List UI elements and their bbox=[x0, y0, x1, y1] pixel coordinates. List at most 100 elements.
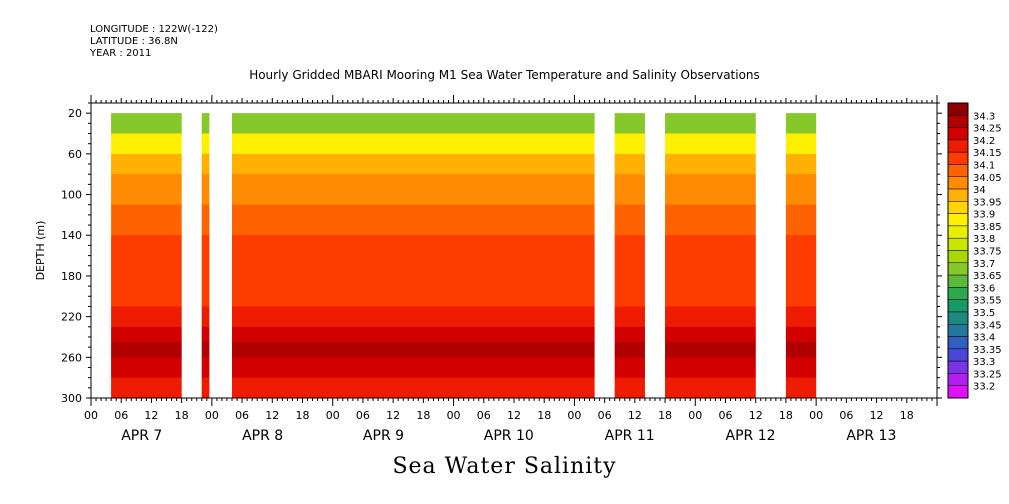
x-tick-label: 12 bbox=[628, 409, 642, 422]
colorbar-label: 33.3 bbox=[973, 357, 995, 368]
salinity-band bbox=[614, 113, 645, 134]
salinity-band bbox=[614, 174, 645, 205]
salinity-band bbox=[614, 204, 645, 236]
colorbar-swatch bbox=[947, 299, 969, 313]
colorbar-swatch bbox=[947, 176, 969, 190]
colorbar-label: 33.25 bbox=[973, 369, 1002, 380]
day-label: APR 11 bbox=[605, 428, 655, 444]
colorbar-swatch bbox=[947, 360, 969, 374]
salinity-band bbox=[785, 204, 817, 236]
salinity-band bbox=[614, 133, 645, 154]
colorbar-label: 34.2 bbox=[973, 136, 995, 147]
salinity-band bbox=[232, 153, 595, 175]
x-tick-label: 18 bbox=[779, 409, 793, 422]
salinity-band bbox=[201, 357, 210, 378]
chart-title: Hourly Gridded MBARI Mooring M1 Sea Wate… bbox=[249, 68, 760, 82]
salinity-band bbox=[614, 153, 645, 175]
x-tick-label: 00 bbox=[447, 409, 461, 422]
salinity-band bbox=[232, 377, 595, 398]
x-tick-label: 06 bbox=[356, 409, 370, 422]
colorbar-label: 34.25 bbox=[973, 124, 1002, 135]
salinity-band bbox=[232, 326, 595, 343]
salinity-band bbox=[111, 326, 182, 343]
colorbar-label: 33.4 bbox=[973, 333, 995, 344]
colorbar-label: 33.85 bbox=[973, 222, 1002, 233]
year-label: YEAR : 2011 bbox=[90, 48, 152, 59]
x-tick-label: 00 bbox=[567, 409, 581, 422]
salinity-band bbox=[201, 306, 210, 327]
colorbar-label: 33.95 bbox=[973, 197, 1002, 208]
x-tick-label: 18 bbox=[175, 409, 189, 422]
salinity-band bbox=[785, 326, 817, 343]
salinity-band bbox=[785, 357, 817, 378]
day-label: APR 10 bbox=[484, 428, 534, 444]
salinity-band bbox=[201, 133, 210, 154]
colorbar-label: 34.05 bbox=[973, 173, 1002, 184]
x-tick-label: 06 bbox=[235, 409, 249, 422]
salinity-band bbox=[614, 357, 645, 378]
colorbar-label: 34.3 bbox=[973, 111, 995, 122]
x-tick-label: 00 bbox=[688, 409, 702, 422]
salinity-band bbox=[665, 326, 756, 343]
salinity-band bbox=[111, 153, 182, 175]
colorbar-swatch bbox=[947, 115, 969, 128]
salinity-band bbox=[665, 113, 756, 134]
colorbar-swatch bbox=[947, 188, 969, 202]
x-tick-label: 06 bbox=[839, 409, 853, 422]
x-tick-label: 12 bbox=[144, 409, 158, 422]
y-tick-label: 140 bbox=[61, 229, 82, 242]
colorbar-label: 34.15 bbox=[973, 148, 1002, 159]
salinity-band bbox=[614, 306, 645, 327]
day-label: APR 12 bbox=[726, 428, 776, 444]
colorbar-label: 33.75 bbox=[973, 247, 1002, 258]
salinity-band bbox=[111, 306, 182, 327]
colorbar-label: 33.8 bbox=[973, 234, 995, 245]
salinity-band bbox=[665, 357, 756, 378]
salinity-band bbox=[111, 174, 182, 205]
x-tick-label: 12 bbox=[507, 409, 521, 422]
x-tick-label: 18 bbox=[296, 409, 310, 422]
salinity-band bbox=[201, 153, 210, 175]
x-tick-label: 06 bbox=[719, 409, 733, 422]
x-tick-label: 18 bbox=[537, 409, 551, 422]
salinity-band bbox=[201, 342, 210, 358]
salinity-band bbox=[665, 204, 756, 236]
colorbar-label: 33.9 bbox=[973, 210, 995, 221]
colorbar-swatch bbox=[947, 102, 969, 116]
colorbar-swatch bbox=[947, 324, 969, 337]
salinity-band bbox=[111, 235, 182, 307]
colorbar-label: 33.5 bbox=[973, 308, 995, 319]
colorbar-swatch bbox=[947, 127, 969, 141]
y-tick-label: 220 bbox=[61, 311, 82, 324]
salinity-band bbox=[785, 377, 817, 398]
salinity-band bbox=[785, 342, 817, 358]
day-label: APR 8 bbox=[242, 428, 283, 444]
salinity-band bbox=[614, 377, 645, 398]
salinity-band bbox=[232, 204, 595, 236]
salinity-band bbox=[232, 113, 595, 134]
salinity-band bbox=[665, 377, 756, 398]
x-tick-label: 18 bbox=[416, 409, 430, 422]
salinity-band bbox=[232, 342, 595, 358]
x-tick-label: 06 bbox=[598, 409, 612, 422]
salinity-band bbox=[232, 306, 595, 327]
x-tick-label: 18 bbox=[900, 409, 914, 422]
salinity-band bbox=[785, 113, 817, 134]
salinity-band bbox=[201, 174, 210, 205]
x-tick-label: 12 bbox=[265, 409, 279, 422]
y-tick-label: 260 bbox=[61, 351, 82, 364]
x-tick-label: 00 bbox=[809, 409, 823, 422]
x-tick-label: 00 bbox=[205, 409, 219, 422]
colorbar-label: 33.35 bbox=[973, 345, 1002, 356]
salinity-band bbox=[665, 342, 756, 358]
salinity-band bbox=[111, 342, 182, 358]
colorbar-swatch bbox=[947, 385, 969, 399]
colorbar-label: 33.7 bbox=[973, 259, 995, 270]
salinity-band bbox=[232, 357, 595, 378]
salinity-band bbox=[665, 174, 756, 205]
salinity-band bbox=[232, 174, 595, 205]
salinity-band bbox=[785, 306, 817, 327]
x-tick-label: 00 bbox=[84, 409, 98, 422]
salinity-band bbox=[665, 153, 756, 175]
colorbar-swatch bbox=[947, 348, 969, 362]
